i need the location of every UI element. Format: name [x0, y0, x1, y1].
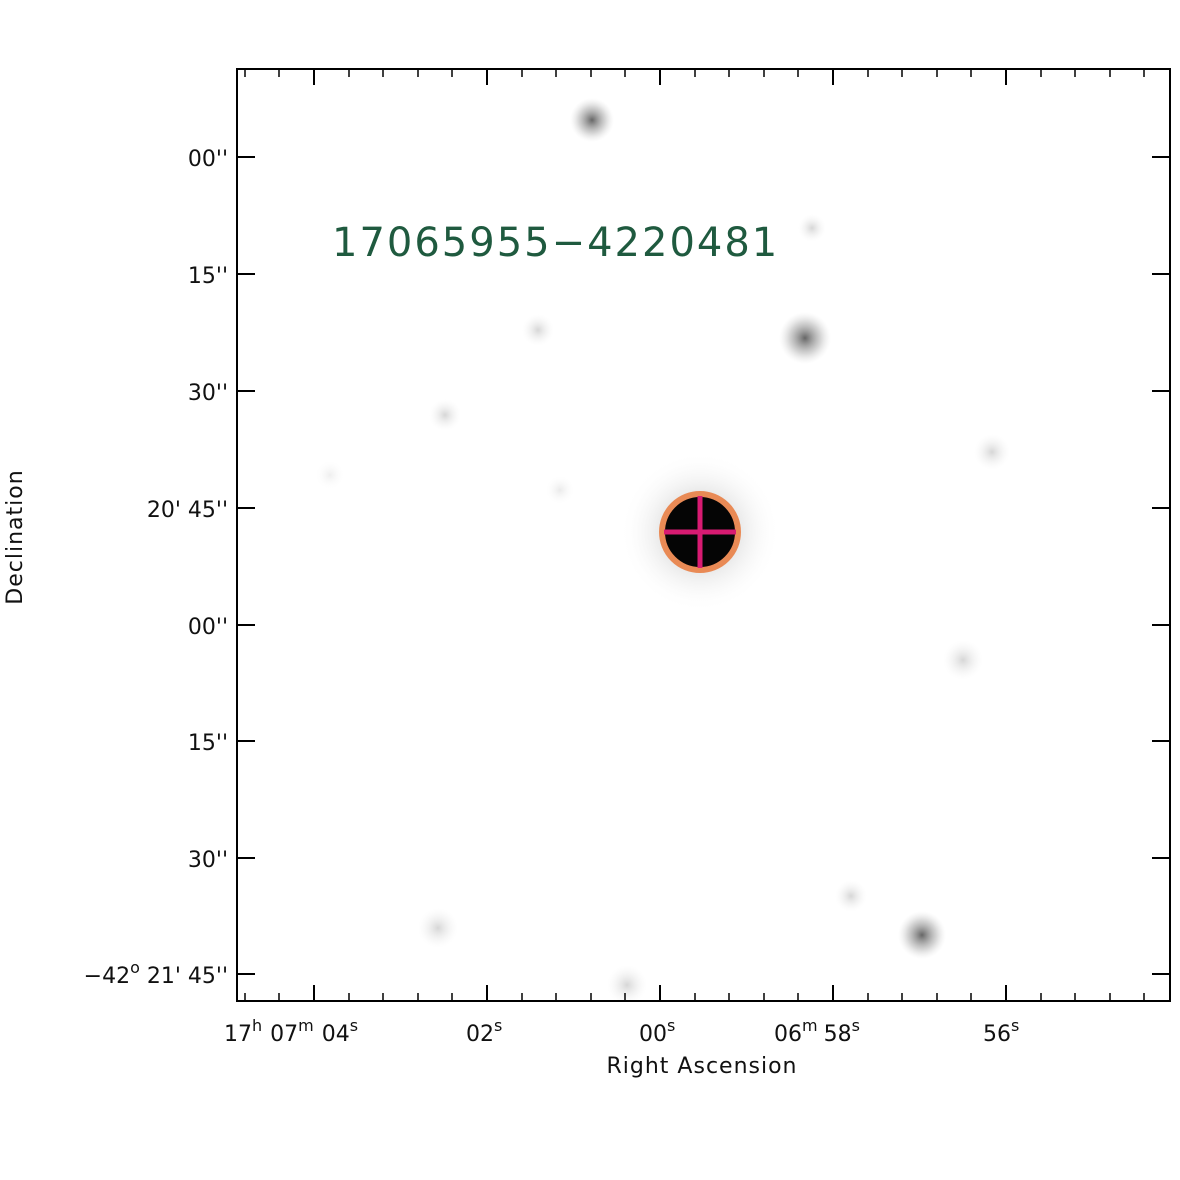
field-star	[974, 434, 1010, 470]
sky-image	[237, 69, 1170, 1001]
dec-degrees: −42	[84, 964, 130, 989]
field-star	[316, 461, 344, 489]
field-star	[835, 880, 867, 912]
ra-tick-label: 56s	[983, 1016, 1019, 1047]
field-star	[898, 911, 946, 959]
field-star	[570, 98, 614, 142]
ra-tick-labels: 17h 07m 04s 02s 00s 06m 58s 56s	[224, 1016, 1019, 1047]
field-star	[418, 908, 458, 948]
dec-tick-label: 20' 45''	[147, 498, 228, 523]
field-star	[607, 965, 647, 1001]
source-name-label: 17065955−4220481	[332, 220, 779, 266]
y-axis-title: Declination	[3, 469, 28, 604]
dec-tick-label: 15''	[188, 731, 228, 756]
degree-symbol: o	[130, 958, 140, 977]
marker-circle	[659, 491, 741, 573]
dec-tick-marks	[237, 156, 1170, 975]
dec-tick-labels: 00'' 15'' 30'' 20' 45'' 00'' 15'' 30'' −…	[84, 147, 228, 989]
dec-tick-label: 30''	[188, 381, 228, 406]
x-axis-title: Right Ascension	[607, 1054, 798, 1079]
ra-tick-label: 17h 07m 04s	[224, 1016, 358, 1047]
dec-tick-label: 00''	[188, 147, 228, 172]
dec-tick-label: −42o 21' 45''	[84, 958, 228, 989]
ra-tick-label: 00s	[639, 1016, 675, 1047]
dec-tick-label: 30''	[188, 848, 228, 873]
field-star	[429, 399, 461, 431]
ra-tick-label: 02s	[466, 1016, 502, 1047]
plot-frame	[236, 68, 1171, 1002]
ra-minor-ticks	[244, 69, 1145, 1001]
field-star	[522, 314, 554, 346]
field-star	[546, 476, 574, 504]
field-star	[798, 214, 826, 242]
field-star	[779, 312, 831, 364]
ra-tick-marks	[313, 69, 1007, 1001]
ra-tick-label: 06m 58s	[774, 1016, 860, 1047]
field-star	[943, 640, 983, 680]
dec-tick-label: 15''	[188, 264, 228, 289]
dec-tick-label: 00''	[188, 615, 228, 640]
dec-arcmin-arcsec: 21' 45''	[140, 964, 228, 989]
